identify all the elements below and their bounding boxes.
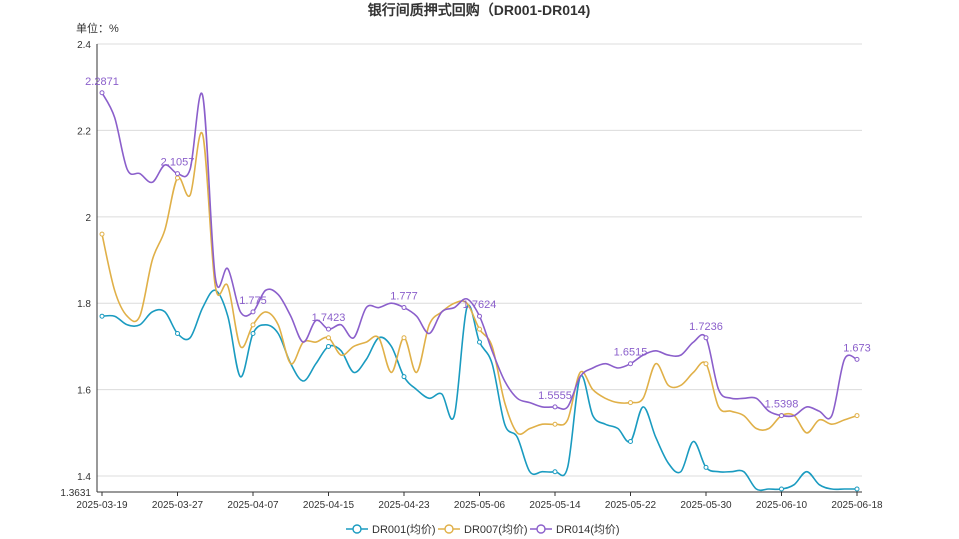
series-point [401, 374, 407, 380]
x-tick-label: 2025-05-22 [605, 500, 657, 511]
series-point [552, 404, 558, 410]
y-axis: 2.4 2.2 2 1.8 1.6 1.4 1.3631 [60, 40, 98, 499]
legend-item-1[interactable]: DR001(均价) [346, 523, 436, 536]
x-tick-label: 2025-04-23 [378, 500, 430, 511]
series-point [552, 421, 558, 427]
y-tick-label: 2.4 [77, 40, 91, 51]
series-point [703, 335, 709, 341]
series-lines [99, 90, 860, 492]
series-point [628, 438, 633, 444]
series-point [401, 335, 407, 341]
data-label: 1.775 [239, 295, 267, 307]
legend-label: DR014(均价) [556, 523, 620, 536]
series-point [477, 339, 482, 345]
series-point [477, 326, 482, 332]
series-point [326, 343, 331, 349]
legend-swatch-marker [444, 524, 454, 534]
series-line-1 [101, 289, 857, 492]
series-point [99, 313, 105, 319]
x-axis: 2025-03-19 2025-03-27 2025-04-07 2025-04-15… [76, 491, 883, 511]
series-point [854, 486, 860, 492]
data-label: 1.673 [843, 342, 871, 354]
series-point [779, 413, 784, 419]
legend-swatch-marker [536, 524, 546, 534]
x-tick-label: 2025-03-19 [76, 500, 128, 511]
series-point [401, 305, 407, 311]
y-tick-label: 2.2 [77, 126, 91, 137]
series-point [175, 175, 180, 181]
series-point [552, 469, 558, 475]
x-tick-label: 2025-03-27 [152, 500, 204, 511]
legend-swatch-marker [352, 524, 362, 534]
legend-label: DR007(均价) [464, 523, 528, 536]
data-label: 1.7624 [463, 299, 497, 311]
series-point [99, 231, 105, 237]
x-tick-label: 2025-05-30 [680, 500, 732, 511]
x-tick-label: 2025-05-06 [454, 500, 506, 511]
series-point [326, 335, 331, 341]
series-point [250, 322, 256, 328]
series-point [703, 464, 709, 470]
data-label: 1.7236 [689, 321, 723, 333]
data-label: 1.7423 [312, 312, 346, 324]
data-label: 1.777 [390, 291, 418, 303]
legend[interactable]: DR001(均价) DR007(均价) DR014(均价) [346, 523, 620, 536]
y-tick-label: 2 [85, 213, 91, 224]
series-point [250, 330, 256, 336]
series-point [175, 330, 180, 336]
unit-label: 单位：% [76, 21, 119, 35]
legend-item-3[interactable]: DR014(均价) [530, 523, 620, 536]
chart-title: 银行间质押式回购（DR001-DR014) [368, 2, 590, 18]
series-point [854, 356, 860, 362]
series-point [99, 90, 105, 96]
series-point [628, 361, 633, 367]
legend-label: DR001(均价) [372, 523, 436, 536]
series-line-2 [101, 131, 858, 436]
series-point [250, 309, 256, 315]
series-point [779, 486, 784, 492]
series-line-3 [101, 92, 858, 420]
y-tick-label: 1.8 [77, 299, 91, 310]
data-label: 2.1057 [161, 157, 195, 169]
y-tick-label: 1.6 [77, 386, 91, 397]
x-tick-label: 2025-06-10 [756, 500, 808, 511]
x-tick-label: 2025-04-15 [303, 500, 355, 511]
data-label: 2.2871 [85, 76, 119, 88]
y-tick-label: 1.4 [77, 472, 91, 483]
data-labels: 2.2871 2.1057 1.775 1.7423 1.777 1.7624 1.5555… [85, 76, 871, 411]
series-point [326, 326, 331, 332]
y-tick-label: 1.3631 [60, 488, 91, 499]
series-point [175, 171, 180, 177]
data-label: 1.6515 [614, 347, 648, 359]
series-point [703, 361, 709, 367]
data-label: 1.5398 [765, 399, 799, 411]
x-tick-label: 2025-04-07 [227, 500, 279, 511]
data-label: 1.5555 [538, 390, 572, 402]
series-point [628, 400, 633, 406]
x-tick-label: 2025-06-18 [831, 500, 883, 511]
x-tick-label: 2025-05-14 [529, 500, 581, 511]
series-point [854, 413, 860, 419]
legend-item-2[interactable]: DR007(均价) [438, 523, 528, 536]
gridlines [97, 43, 862, 477]
series-point [477, 313, 482, 319]
